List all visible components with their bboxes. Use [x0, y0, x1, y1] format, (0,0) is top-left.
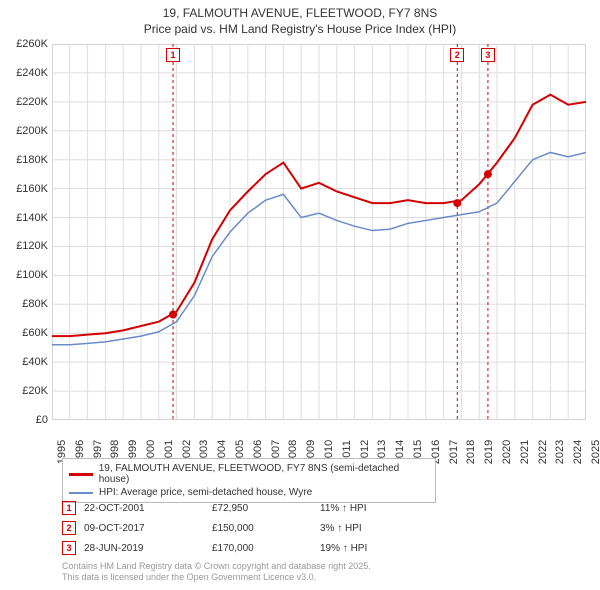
sale-price: £170,000: [212, 543, 312, 554]
sale-delta: 11% ↑ HPI: [320, 503, 420, 514]
y-tick-label: £220K: [16, 96, 48, 108]
title-line-2: Price paid vs. HM Land Registry's House …: [0, 22, 600, 38]
sale-marker: 1: [62, 501, 76, 515]
sale-date: 22-OCT-2001: [84, 503, 204, 514]
sale-date: 28-JUN-2019: [84, 543, 204, 554]
y-tick-label: £140K: [16, 212, 48, 224]
attribution-line-1: Contains HM Land Registry data © Crown c…: [62, 561, 371, 573]
legend-label-price: 19, FALMOUTH AVENUE, FLEETWOOD, FY7 8NS …: [99, 463, 429, 485]
sale-price: £150,000: [212, 523, 312, 534]
data-lines: [52, 44, 586, 420]
y-tick-label: £120K: [16, 240, 48, 252]
legend: 19, FALMOUTH AVENUE, FLEETWOOD, FY7 8NS …: [62, 458, 436, 503]
y-tick-label: £40K: [22, 356, 48, 368]
y-tick-label: £260K: [16, 38, 48, 50]
x-tick-label: 2019: [483, 440, 495, 464]
sale-row: 3 28-JUN-2019 £170,000 19% ↑ HPI: [62, 538, 572, 558]
y-tick-label: £0: [36, 414, 48, 426]
x-tick-label: 2021: [519, 440, 531, 464]
sales-table: 1 22-OCT-2001 £72,950 11% ↑ HPI 2 09-OCT…: [62, 498, 572, 558]
event-marker: 1: [166, 48, 180, 62]
x-tick-label: 2018: [465, 440, 477, 464]
attribution-line-2: This data is licensed under the Open Gov…: [62, 572, 371, 584]
y-tick-label: £180K: [16, 154, 48, 166]
plot-area: 1 2 3: [52, 44, 586, 420]
sale-price: £72,950: [212, 503, 312, 514]
x-tick-label: 2020: [501, 440, 513, 464]
y-tick-label: £240K: [16, 67, 48, 79]
sale-row: 1 22-OCT-2001 £72,950 11% ↑ HPI: [62, 498, 572, 518]
title-line-1: 19, FALMOUTH AVENUE, FLEETWOOD, FY7 8NS: [0, 6, 600, 22]
y-tick-label: £80K: [22, 298, 48, 310]
legend-label-hpi: HPI: Average price, semi-detached house,…: [99, 487, 312, 498]
sale-row: 2 09-OCT-2017 £150,000 3% ↑ HPI: [62, 518, 572, 538]
y-tick-label: £20K: [22, 385, 48, 397]
legend-item-price: 19, FALMOUTH AVENUE, FLEETWOOD, FY7 8NS …: [69, 462, 429, 486]
chart-title: 19, FALMOUTH AVENUE, FLEETWOOD, FY7 8NS …: [0, 0, 600, 37]
chart-container: 19, FALMOUTH AVENUE, FLEETWOOD, FY7 8NS …: [0, 0, 600, 590]
y-tick-label: £100K: [16, 269, 48, 281]
x-tick-label: 2017: [448, 440, 460, 464]
attribution: Contains HM Land Registry data © Crown c…: [62, 561, 371, 584]
x-tick-label: 2022: [537, 440, 549, 464]
x-tick-label: 2023: [554, 440, 566, 464]
legend-swatch-hpi: [69, 492, 93, 494]
sale-marker: 2: [62, 521, 76, 535]
sale-date: 09-OCT-2017: [84, 523, 204, 534]
x-axis-labels: 1995199619971998199920002001200220032004…: [52, 422, 586, 456]
sale-delta: 3% ↑ HPI: [320, 523, 420, 534]
y-tick-label: £60K: [22, 327, 48, 339]
y-tick-label: £160K: [16, 183, 48, 195]
event-marker: 2: [450, 48, 464, 62]
event-marker: 3: [481, 48, 495, 62]
y-tick-label: £200K: [16, 125, 48, 137]
x-tick-label: 2024: [572, 440, 584, 464]
sale-marker: 3: [62, 541, 76, 555]
x-tick-label: 2025: [590, 440, 600, 464]
sale-delta: 19% ↑ HPI: [320, 543, 420, 554]
legend-swatch-price: [69, 473, 93, 476]
y-axis-labels: £0£20K£40K£60K£80K£100K£120K£140K£160K£1…: [0, 44, 50, 420]
